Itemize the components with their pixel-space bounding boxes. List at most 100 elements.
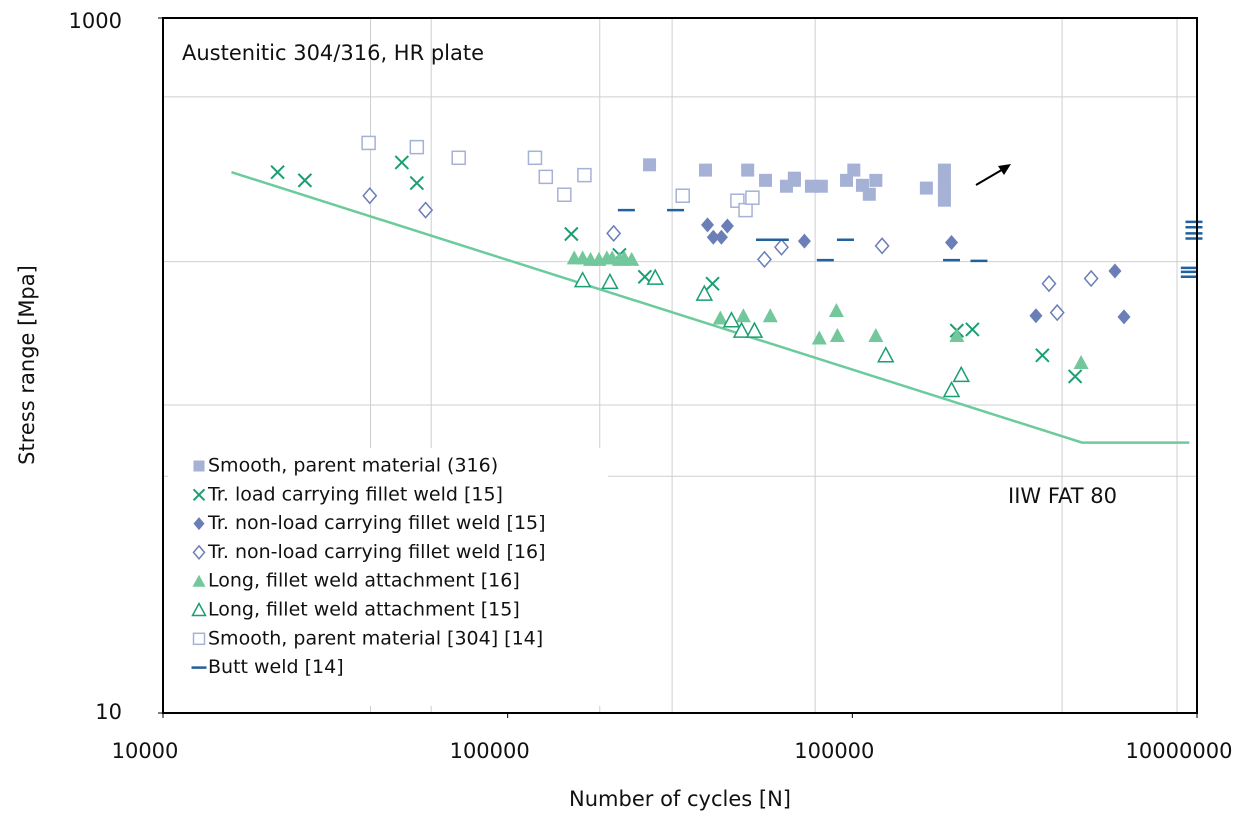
marker bbox=[1029, 308, 1043, 324]
marker bbox=[409, 175, 425, 191]
marker bbox=[774, 238, 789, 256]
marker bbox=[192, 544, 206, 561]
marker bbox=[394, 155, 410, 170]
marker bbox=[722, 311, 741, 328]
marker bbox=[557, 187, 572, 203]
plot-frame bbox=[162, 17, 1198, 714]
marker bbox=[814, 179, 828, 193]
marker bbox=[738, 202, 753, 218]
legend-label: Smooth, parent material (316) bbox=[208, 455, 498, 477]
marker bbox=[762, 308, 778, 323]
legend-label: Tr. load carrying fillet weld [15] bbox=[207, 483, 503, 505]
marker bbox=[868, 327, 884, 342]
marker bbox=[643, 158, 657, 172]
marker bbox=[759, 173, 773, 187]
marker bbox=[192, 632, 206, 646]
marker bbox=[840, 173, 854, 187]
marker bbox=[949, 327, 965, 342]
marker bbox=[191, 601, 207, 617]
marker bbox=[577, 167, 592, 183]
marker bbox=[1117, 309, 1131, 325]
marker bbox=[270, 164, 285, 180]
marker bbox=[409, 139, 425, 155]
marker bbox=[862, 187, 876, 201]
marker bbox=[675, 188, 690, 203]
marker bbox=[745, 321, 764, 338]
marker bbox=[705, 276, 720, 291]
marker bbox=[937, 163, 951, 177]
marker bbox=[527, 150, 543, 166]
marker bbox=[606, 224, 622, 243]
marker bbox=[720, 218, 734, 234]
marker bbox=[451, 150, 466, 166]
legend-label: Butt weld [14] bbox=[208, 656, 344, 678]
marker bbox=[787, 173, 801, 187]
marker bbox=[712, 310, 728, 325]
x-tick-label: 100000 bbox=[450, 739, 530, 763]
marker bbox=[945, 234, 959, 250]
marker bbox=[874, 237, 890, 255]
marker bbox=[745, 190, 760, 205]
marker bbox=[193, 460, 205, 472]
marker bbox=[714, 229, 728, 245]
legend-label: Tr. non-load carrying fillet weld [15] bbox=[207, 512, 546, 534]
arrow bbox=[975, 167, 1006, 186]
marker bbox=[564, 226, 579, 242]
marker bbox=[601, 272, 619, 290]
marker bbox=[695, 284, 714, 301]
marker bbox=[804, 179, 818, 193]
marker bbox=[811, 330, 827, 345]
x-tick-label: 10000000 bbox=[1126, 739, 1233, 763]
marker bbox=[192, 574, 206, 587]
y-axis-label: Stress range [Mpa] bbox=[15, 265, 39, 465]
marker bbox=[732, 321, 751, 338]
marker bbox=[876, 346, 895, 363]
marker bbox=[1083, 269, 1099, 288]
marker bbox=[297, 173, 313, 188]
x-axis-label: Number of cycles [N] bbox=[569, 787, 791, 811]
marker bbox=[942, 380, 961, 398]
marker bbox=[756, 250, 772, 269]
marker bbox=[418, 201, 434, 219]
x-tick-label: 10000 bbox=[112, 739, 179, 763]
annotation: Austenitic 304/316, HR plate bbox=[182, 41, 484, 65]
marker bbox=[646, 268, 664, 285]
marker bbox=[573, 271, 592, 288]
marker bbox=[847, 163, 861, 177]
legend-label: Smooth, parent material [304] [14] bbox=[208, 627, 543, 649]
legend-label: Long, fillet weld attachment [16] bbox=[208, 570, 520, 592]
marker bbox=[1035, 348, 1050, 363]
marker bbox=[952, 365, 970, 383]
y-tick-label: 10 bbox=[95, 700, 122, 724]
marker bbox=[829, 327, 845, 342]
legend-box bbox=[168, 448, 608, 706]
marker bbox=[192, 488, 206, 502]
reference-label: IIW FAT 80 bbox=[1008, 484, 1117, 508]
marker bbox=[735, 308, 751, 323]
x-tick-label: 100000 bbox=[794, 739, 874, 763]
marker bbox=[1073, 355, 1089, 370]
marker bbox=[919, 181, 933, 195]
marker bbox=[965, 322, 980, 337]
marker bbox=[869, 173, 883, 187]
marker bbox=[937, 193, 951, 207]
marker bbox=[1049, 303, 1065, 322]
marker bbox=[706, 229, 720, 245]
marker bbox=[937, 183, 951, 197]
y-tick-label: 1000 bbox=[69, 9, 122, 33]
marker bbox=[361, 135, 376, 151]
marker bbox=[538, 169, 554, 185]
reference-line bbox=[231, 170, 1190, 444]
marker bbox=[1041, 275, 1057, 293]
marker bbox=[362, 187, 378, 205]
marker bbox=[1067, 369, 1083, 384]
legend-label: Tr. non-load carrying fillet weld [16] bbox=[207, 541, 546, 563]
marker bbox=[624, 251, 640, 266]
marker bbox=[1108, 263, 1122, 279]
marker bbox=[797, 233, 811, 249]
marker bbox=[741, 163, 755, 177]
marker bbox=[193, 517, 205, 531]
legend-label: Long, fillet weld attachment [15] bbox=[208, 599, 520, 621]
marker bbox=[699, 163, 713, 177]
